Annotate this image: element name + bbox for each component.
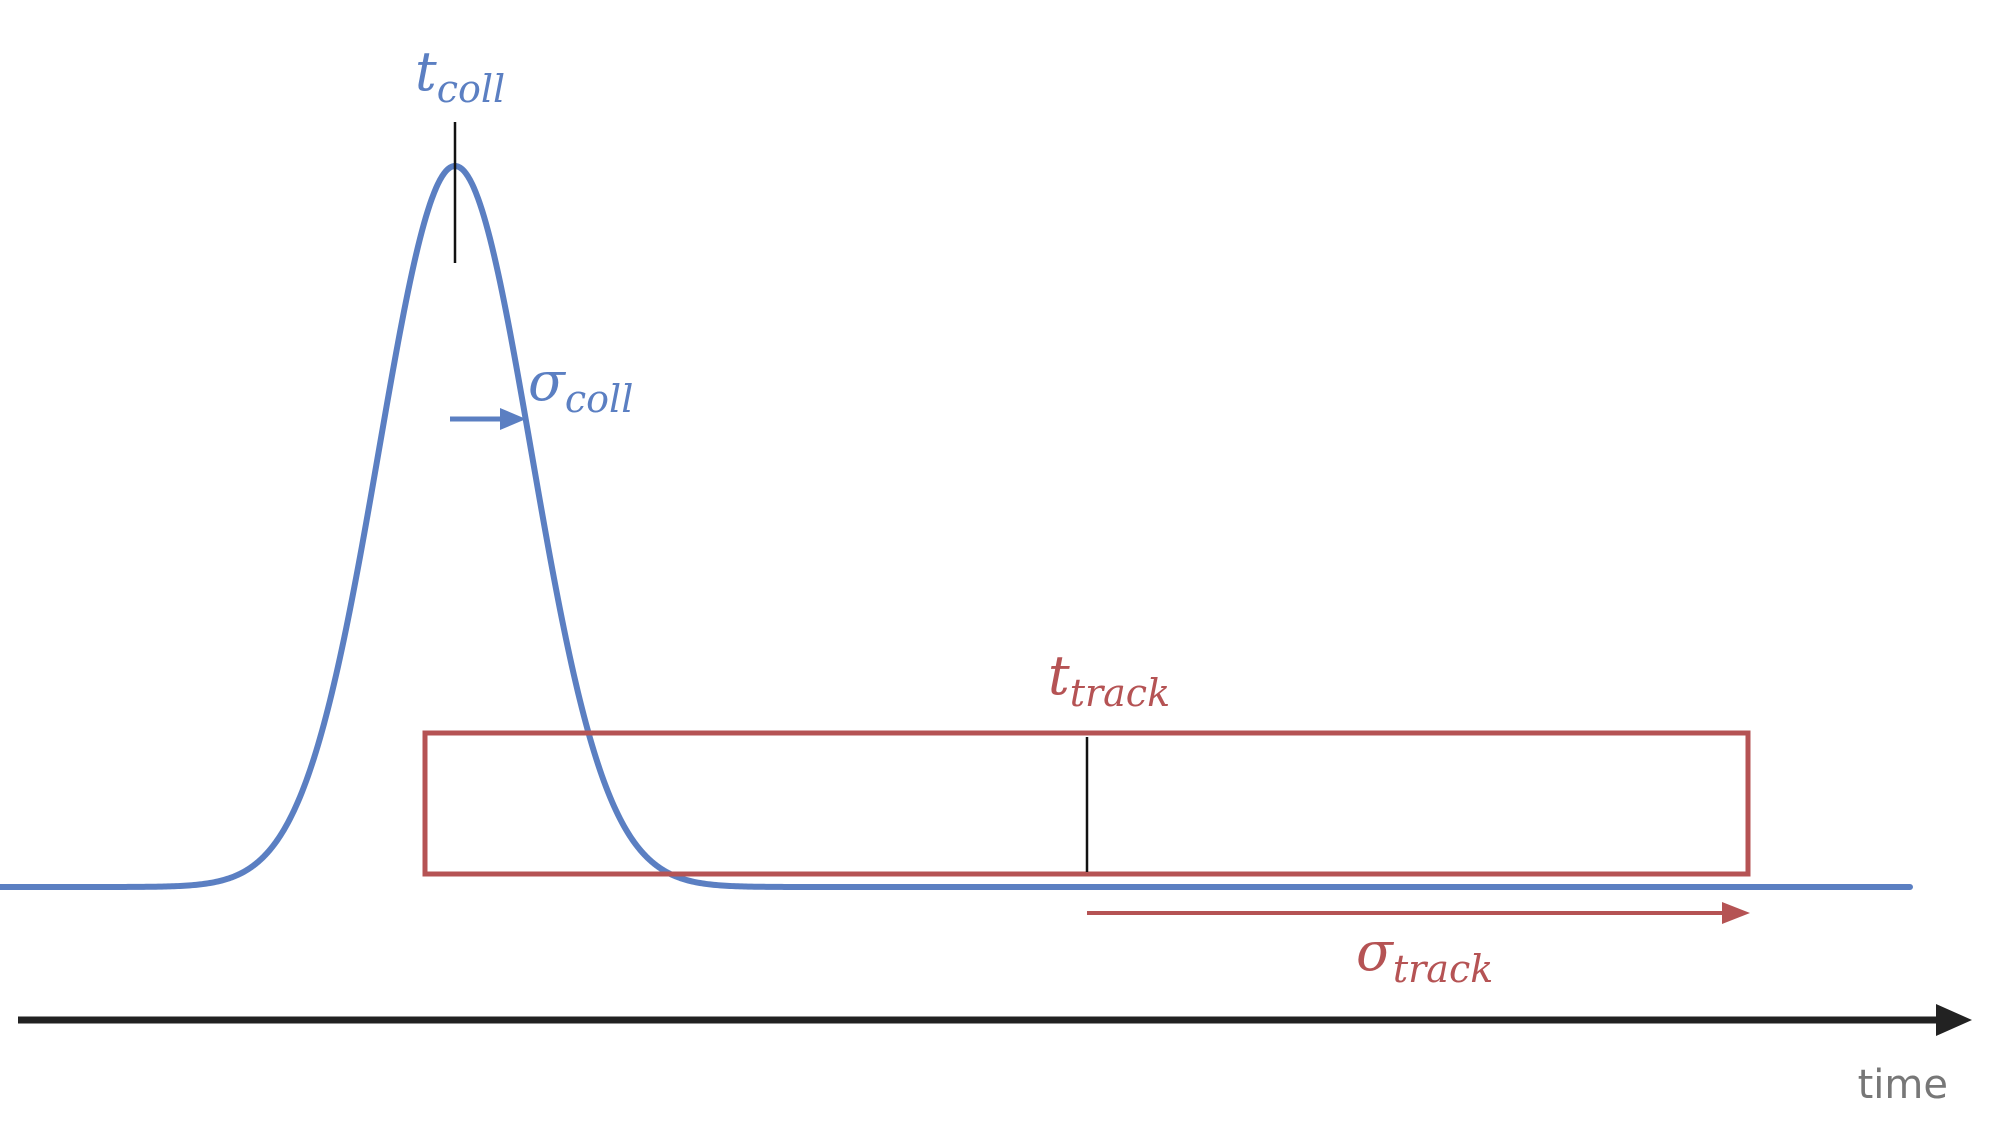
time-axis-arrowhead [1936, 1004, 1972, 1036]
time-axis-label: time [1858, 1062, 1948, 1108]
collision-time-distribution [0, 163, 1913, 890]
sigma-coll-arrow [450, 408, 526, 430]
sigma-track-arrow [1087, 902, 1750, 924]
sigma-track-arrowhead [1722, 902, 1750, 924]
t-track-label: ttrack [1048, 644, 1170, 715]
sigma-coll-arrowhead [500, 408, 526, 430]
sigma-coll-label: σcoll [528, 350, 633, 421]
sigma-track-label: σtrack [1356, 920, 1493, 991]
t-coll-label: tcoll [415, 40, 505, 111]
track-time-window [422, 730, 1751, 877]
time-axis [18, 1004, 1972, 1036]
